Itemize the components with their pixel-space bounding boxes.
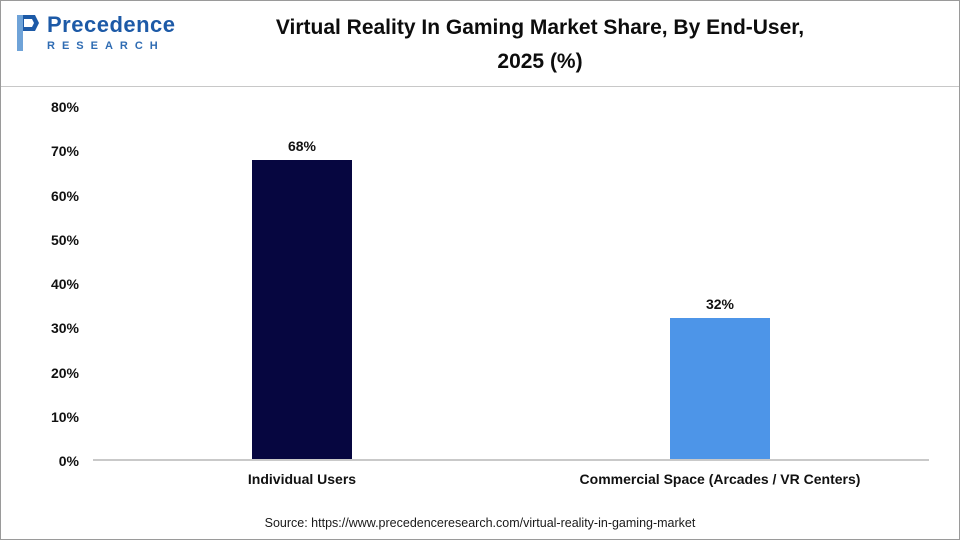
y-tick-label: 80%: [50, 99, 79, 115]
y-tick-label: 40%: [50, 276, 79, 292]
chart-title: Virtual Reality In Gaming Market Share, …: [181, 11, 899, 78]
chart-region: 80% 70% 60% 50% 40% 30% 20% 10% 0% 68% 32% Indiv…: [1, 87, 959, 539]
logo-mark-icon: [17, 15, 39, 51]
bar-value-label: 68%: [287, 137, 317, 154]
bar-group-individual-users: 68%: [93, 107, 511, 459]
x-axis-labels: Individual Users Commercial Space (Arcad…: [93, 471, 929, 487]
y-axis: 80% 70% 60% 50% 40% 30% 20% 10% 0%: [1, 98, 79, 470]
y-tick-label: 0%: [58, 453, 79, 469]
plot-area: 68% 32%: [93, 107, 929, 461]
y-tick-label: 60%: [50, 187, 79, 204]
x-label-individual-users: Individual Users: [247, 471, 357, 487]
precedence-research-logo: Precedence RESEARCH: [15, 12, 176, 53]
bar-group-commercial-space: 32%: [511, 107, 929, 459]
y-tick-label: 10%: [50, 408, 79, 425]
chart-header: Precedence RESEARCH Virtual Reality In G…: [1, 1, 959, 87]
logo-subtitle: RESEARCH: [47, 40, 165, 53]
source-text: Source: https://www.precedenceresearch.c…: [264, 516, 696, 530]
bar-individual-users: [252, 159, 352, 459]
bar-value-label: 32%: [705, 296, 735, 313]
y-tick-label: 70%: [50, 143, 79, 160]
y-tick-label: 30%: [50, 320, 79, 337]
x-label-commercial-space: Commercial Space (Arcades / VR Centers): [579, 471, 861, 487]
y-tick-label: 20%: [50, 364, 79, 381]
bar-commercial-space: [670, 318, 770, 459]
logo-text: Precedence RESEARCH: [47, 12, 176, 53]
chart-title-line-1: Virtual Reality In Gaming Market Share, …: [275, 16, 805, 39]
chart-title-line-2: 2025 (%): [497, 49, 583, 73]
logo-name: Precedence: [47, 12, 176, 37]
y-tick-label: 50%: [50, 231, 79, 248]
